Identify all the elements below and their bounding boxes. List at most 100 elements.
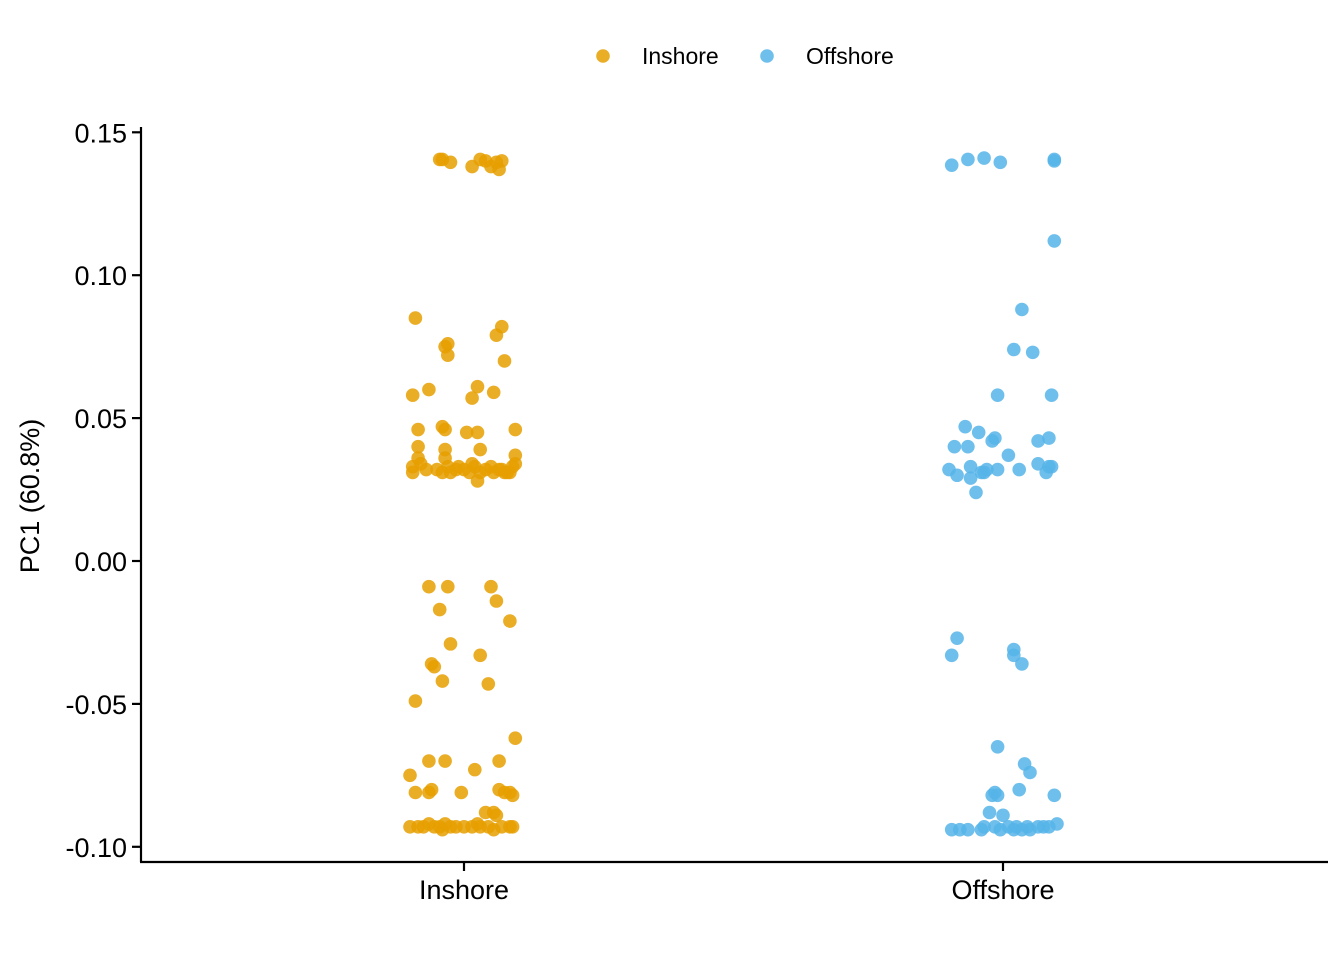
data-point-inshore	[492, 754, 506, 768]
data-point-inshore	[508, 422, 523, 437]
data-point-offshore	[1025, 345, 1040, 360]
data-point-offshore	[985, 434, 999, 448]
data-point-inshore	[489, 594, 504, 608]
y-tick-label: -0.10	[65, 833, 127, 863]
data-point-inshore	[489, 808, 504, 823]
data-point-inshore	[441, 348, 455, 363]
data-point-offshore	[950, 631, 964, 645]
data-point-inshore	[486, 385, 501, 400]
data-point-inshore	[497, 354, 512, 368]
plot-points	[403, 151, 1064, 837]
data-point-inshore	[468, 762, 482, 777]
y-tick-label: 0.05	[74, 404, 127, 434]
y-tick-label: 0.00	[74, 547, 127, 577]
data-point-inshore	[408, 694, 423, 708]
y-tick-label: 0.10	[74, 261, 127, 291]
data-point-offshore	[1023, 765, 1037, 780]
data-point-offshore	[1047, 788, 1062, 803]
data-point-inshore	[470, 425, 485, 440]
data-point-offshore	[1012, 462, 1026, 477]
data-point-inshore	[465, 391, 479, 405]
data-point-inshore	[419, 462, 434, 477]
data-point-inshore	[508, 448, 523, 463]
data-point-offshore	[963, 471, 978, 485]
data-point-offshore	[1015, 657, 1029, 671]
data-point-inshore	[422, 579, 436, 594]
data-point-offshore	[961, 152, 975, 167]
data-point-inshore	[411, 422, 425, 437]
data-point-offshore	[1044, 459, 1059, 474]
data-point-inshore	[408, 311, 423, 325]
data-point-offshore	[1042, 431, 1056, 445]
data-point-offshore	[990, 788, 1005, 803]
data-point-inshore	[438, 422, 452, 437]
data-point-offshore	[990, 462, 1005, 477]
data-point-offshore	[961, 439, 975, 454]
data-point-offshore	[1007, 342, 1021, 357]
y-axis-title: PC1 (60.8%)	[15, 419, 45, 574]
data-point-inshore	[492, 162, 506, 177]
data-point-inshore	[495, 462, 509, 477]
data-point-offshore	[1007, 648, 1021, 663]
data-point-inshore	[503, 614, 517, 628]
data-point-offshore	[1015, 302, 1029, 317]
data-point-offshore	[1031, 457, 1045, 471]
legend-label-offshore: Offshore	[806, 43, 894, 69]
data-point-inshore	[422, 382, 436, 397]
data-point-offshore	[1001, 448, 1016, 463]
data-point-offshore	[980, 462, 994, 477]
x-axis-ticks: Inshore Offshore	[419, 862, 1055, 905]
data-point-offshore	[996, 808, 1010, 823]
data-point-inshore	[459, 425, 474, 440]
legend-key-offshore	[760, 49, 774, 63]
data-point-inshore	[411, 439, 425, 454]
y-axis-ticks: -0.10 -0.05 0.00 0.05 0.10 0.15	[65, 118, 141, 863]
data-point-offshore	[1050, 817, 1064, 831]
data-point-inshore	[481, 677, 496, 691]
data-point-inshore	[489, 328, 504, 343]
data-point-offshore	[1044, 388, 1059, 403]
data-point-inshore	[405, 388, 420, 403]
data-point-offshore	[950, 468, 964, 483]
x-tick-label: Inshore	[419, 875, 509, 905]
data-point-offshore	[977, 151, 991, 165]
data-point-offshore	[990, 388, 1005, 403]
data-point-inshore	[438, 754, 452, 768]
data-point-inshore	[484, 579, 498, 594]
data-point-offshore	[1047, 154, 1062, 168]
data-point-inshore	[505, 788, 520, 803]
data-point-inshore	[427, 659, 442, 674]
data-point-offshore	[944, 648, 959, 663]
data-point-inshore	[441, 579, 455, 594]
data-point-offshore	[1031, 434, 1045, 448]
data-point-inshore	[422, 754, 436, 768]
data-point-inshore	[405, 465, 420, 480]
data-point-offshore	[1047, 234, 1062, 248]
data-point-offshore	[958, 419, 972, 434]
data-point-inshore	[443, 637, 458, 651]
data-point-inshore	[443, 155, 458, 170]
data-point-offshore	[971, 425, 986, 440]
data-point-inshore	[454, 785, 469, 800]
data-point-inshore	[435, 674, 450, 688]
data-point-offshore	[944, 158, 959, 172]
data-point-offshore	[993, 155, 1008, 170]
data-point-inshore	[403, 768, 417, 783]
legend: Inshore Offshore	[596, 43, 894, 69]
legend-key-inshore	[596, 49, 610, 63]
y-tick-label: -0.05	[65, 690, 127, 720]
data-point-inshore	[505, 819, 520, 834]
data-point-inshore	[408, 785, 423, 800]
legend-label-inshore: Inshore	[642, 43, 719, 69]
data-point-inshore	[473, 648, 488, 663]
data-point-inshore	[508, 731, 523, 745]
data-point-offshore	[977, 819, 991, 834]
data-point-inshore	[470, 379, 485, 394]
data-point-offshore	[969, 485, 983, 500]
data-point-offshore	[1012, 782, 1026, 797]
data-point-offshore	[963, 459, 978, 474]
y-tick-label: 0.15	[74, 118, 127, 148]
data-point-offshore	[982, 805, 997, 820]
data-point-inshore	[424, 782, 439, 797]
